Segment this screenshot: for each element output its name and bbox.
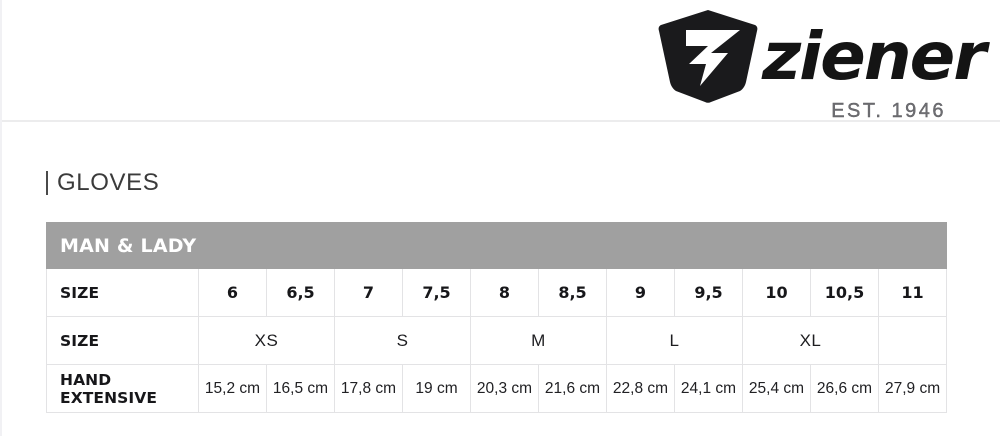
table-cell: 8 — [470, 268, 539, 317]
table-cell: S — [334, 316, 471, 365]
brand-header: ziener EST. 1946 — [2, 0, 1000, 122]
title-accent-bar — [46, 171, 48, 195]
row-label-hand-extensive: HAND EXTENSIVE — [46, 364, 199, 413]
table-group-header-row: MAN & LADY — [45, 222, 948, 269]
page-title-text: GLOVES — [57, 169, 160, 196]
table-row-letter-size: SIZE XS S M L XL — [46, 316, 948, 365]
row-label-size-letter: SIZE — [46, 316, 199, 365]
table-cell: 25,4 cm — [742, 364, 811, 413]
ziener-logo: ziener EST. 1946 — [656, 8, 986, 123]
table-cell: 24,1 cm — [674, 364, 743, 413]
table-cell — [877, 316, 948, 365]
table-cell: 26,6 cm — [810, 364, 879, 413]
table-cell: 7 — [334, 268, 403, 317]
table-cell: 9 — [606, 268, 675, 317]
brand-established: EST. 1946 — [831, 100, 946, 122]
row-label-size-numeric: SIZE — [46, 268, 199, 317]
table-cell: 6 — [198, 268, 267, 317]
table-cell: 17,8 cm — [334, 364, 403, 413]
table-cell: 10 — [742, 268, 811, 317]
table-cell: 20,3 cm — [470, 364, 539, 413]
ziener-shield-icon — [658, 10, 758, 103]
table-cell: 8,5 — [538, 268, 607, 317]
table-cell: 16,5 cm — [266, 364, 335, 413]
table-cell: 10,5 — [810, 268, 879, 317]
table-cell: 27,9 cm — [877, 364, 948, 413]
table-cell: L — [606, 316, 743, 365]
table-cell: 22,8 cm — [606, 364, 675, 413]
table-cell: XL — [742, 316, 879, 365]
page-title: GLOVES — [46, 169, 159, 197]
table-cell: M — [470, 316, 607, 365]
table-cell: XS — [198, 316, 335, 365]
logo-row: ziener — [656, 8, 986, 104]
table-cell: 19 cm — [402, 364, 471, 413]
table-cell: 9,5 — [674, 268, 743, 317]
group-header-label: MAN & LADY — [45, 222, 948, 269]
table-cell: 11 — [877, 268, 948, 317]
glove-size-table: MAN & LADY SIZE 6 6,5 7 7,5 8 8,5 9 9,5 … — [45, 222, 948, 413]
table-row-hand-extensive: HAND EXTENSIVE 15,2 cm 16,5 cm 17,8 cm 1… — [46, 364, 948, 413]
table-cell: 7,5 — [402, 268, 471, 317]
table-cell: 21,6 cm — [538, 364, 607, 413]
brand-wordmark: ziener — [761, 18, 987, 96]
table-row-numeric-size: SIZE 6 6,5 7 7,5 8 8,5 9 9,5 10 10,5 11 — [46, 268, 948, 317]
table-cell: 15,2 cm — [198, 364, 267, 413]
table-cell: 6,5 — [266, 268, 335, 317]
